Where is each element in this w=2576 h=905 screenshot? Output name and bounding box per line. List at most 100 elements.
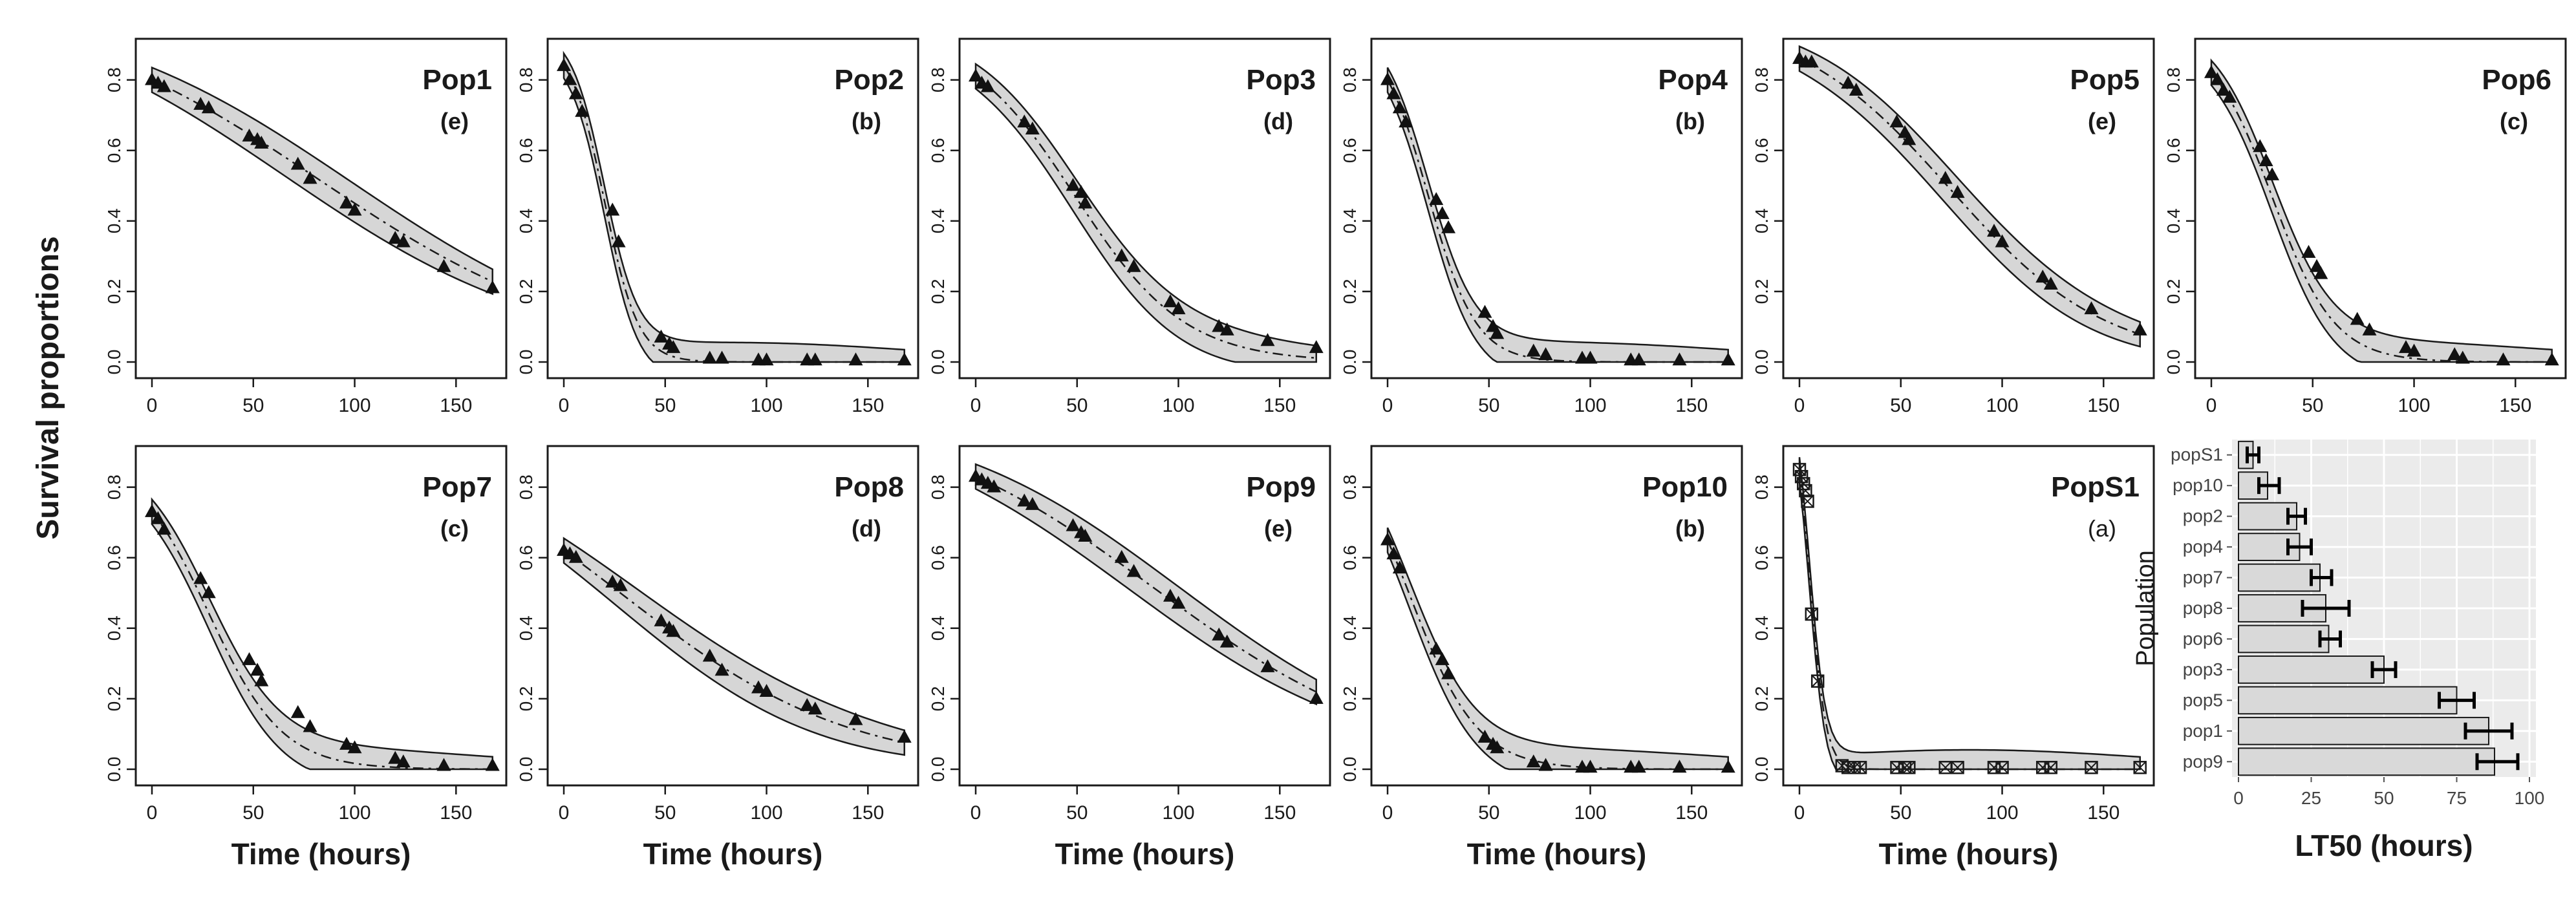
data-point (339, 736, 354, 750)
data-point (2132, 322, 2147, 335)
data-point (1429, 641, 1444, 655)
x-tick-label: 100 (1574, 395, 1606, 416)
y-tick-label: 0.2 (516, 686, 536, 711)
category-label: pop3 (2183, 659, 2223, 679)
data-point (1171, 301, 1186, 315)
data-point (557, 58, 571, 71)
data-point (1163, 294, 1177, 308)
fitted-curve (1799, 58, 2141, 335)
data-point (2259, 153, 2273, 167)
x-tick-label: 50 (242, 395, 264, 416)
data-point (568, 86, 583, 100)
data-point (751, 680, 766, 694)
x-tick-label: 150 (2087, 802, 2120, 824)
data-point (2043, 277, 2058, 290)
data-point (1477, 304, 1492, 318)
data-point (1583, 350, 1598, 364)
data-point (242, 128, 257, 142)
fitted-curve (563, 65, 905, 363)
y-tick-label: 0.8 (1340, 67, 1360, 92)
data-point (2253, 139, 2268, 153)
y-tick-label: 0.8 (516, 67, 536, 92)
data-point (1435, 206, 1450, 219)
data-point (605, 202, 620, 216)
category-label: pop5 (2183, 690, 2223, 710)
x-tick-label: 0 (559, 802, 570, 824)
panel-title: Pop2 (834, 64, 904, 96)
y-tick-label: 0.2 (1752, 279, 1772, 304)
data-point (303, 719, 317, 732)
data-point (1902, 761, 1916, 774)
x-axis-label: Time (hours) (231, 837, 411, 871)
group-letter: (e) (1264, 515, 1293, 542)
y-tick-label: 0.8 (1340, 474, 1360, 500)
data-point (1435, 652, 1450, 665)
data-point (2447, 347, 2462, 361)
y-tick-label: 0.8 (516, 474, 536, 500)
x-axis-label: Time (hours) (1879, 837, 2059, 871)
data-point (808, 701, 822, 715)
data-point (2407, 343, 2421, 357)
data-point (1986, 224, 2001, 237)
data-point (1526, 343, 1541, 357)
data-point (1212, 627, 1227, 641)
data-point (1805, 607, 1819, 621)
data-point (1672, 352, 1687, 366)
data-point (151, 511, 166, 524)
y-tick-label: 0.0 (1340, 350, 1360, 375)
data-point (2035, 270, 2050, 283)
panel-title: Pop3 (1246, 64, 1316, 96)
confidence-band (2210, 58, 2553, 363)
data-point (702, 350, 717, 364)
data-point (1490, 326, 1505, 339)
data-point (250, 663, 265, 676)
data-point (2301, 244, 2316, 258)
data-point (1950, 185, 1965, 198)
panel-title: Pop1 (422, 64, 492, 96)
y-tick-label: 0.4 (104, 615, 124, 641)
y-tick-label: 0.8 (1752, 474, 1772, 500)
data-point (1810, 674, 1825, 688)
x-tick-label: 50 (654, 395, 676, 416)
y-tick-label: 0.4 (928, 208, 948, 233)
x-axis-label: Time (hours) (1055, 837, 1235, 871)
data-point (605, 574, 620, 588)
category-label: pop1 (2183, 721, 2223, 741)
survival-panel-pops1: 0 50 100 150 0.0 0.2 0.4 0.6 0.8 PopS1 (a) Time (ho… (1752, 445, 2155, 871)
fitted-curve (151, 511, 493, 771)
data-point (1126, 259, 1141, 272)
data-point (2265, 167, 2280, 180)
y-tick-label: 0.2 (1752, 686, 1772, 711)
data-point (611, 234, 626, 248)
bar-pop5 (2238, 686, 2458, 715)
data-point (654, 613, 669, 626)
panel-title: PopS1 (2051, 471, 2140, 503)
data-point (485, 280, 500, 293)
data-point (193, 571, 208, 584)
data-point (1538, 758, 1553, 771)
category-label: popS1 (2171, 445, 2223, 465)
data-point (1477, 729, 1492, 743)
x-tick-label: 50 (1478, 395, 1499, 416)
data-point (1721, 760, 1735, 773)
data-point-cross (1902, 761, 1916, 774)
y-tick-label: 0.4 (1340, 208, 1360, 233)
data-point (1490, 740, 1505, 754)
panel-title: Pop6 (2482, 64, 2551, 96)
group-letter: (e) (440, 108, 469, 134)
data-point (436, 758, 451, 771)
y-tick-label: 0.8 (928, 67, 948, 92)
x-tick-label: 25 (2301, 788, 2321, 808)
x-tick-label: 0 (147, 395, 158, 416)
data-point-cross (2045, 761, 2057, 774)
y-tick-label: 0.2 (2163, 279, 2184, 304)
data-point (290, 705, 305, 718)
bar-pop9 (2238, 747, 2495, 776)
data-point (759, 684, 774, 697)
survival-panel-pop4: 0 50 100 150 0.0 0.2 0.4 0.6 0.8 Pop4 (b) (1340, 37, 1743, 416)
data-point (1951, 761, 1964, 774)
data-point (666, 340, 681, 354)
data-point-cross (1811, 674, 1824, 688)
data-point (1631, 352, 1646, 366)
group-letter: (b) (1675, 515, 1705, 542)
